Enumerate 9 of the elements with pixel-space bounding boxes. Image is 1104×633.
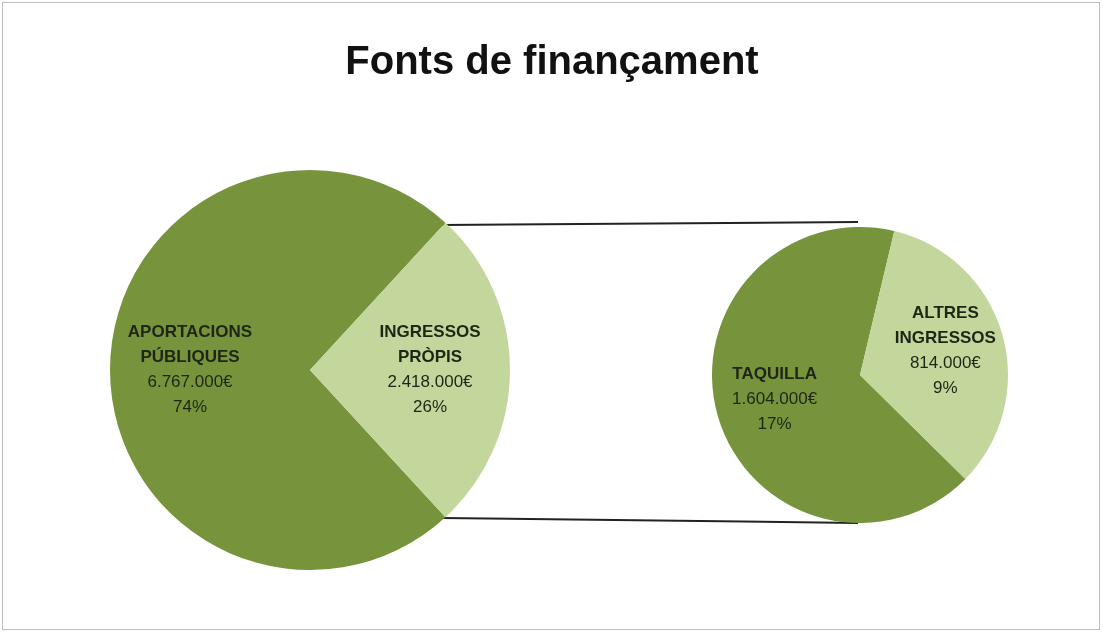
slice-label: TAQUILLA <box>732 364 817 384</box>
data-label: 814.000€ 9% <box>909 352 982 397</box>
slice-label: APORTACIONS PÚBLIQUES <box>127 322 253 367</box>
slice-label: INGRESSOS PRÒPIS <box>379 322 481 367</box>
chart-title: Fonts de finançament <box>344 38 760 83</box>
slice-label: ALTRES INGRESSOS <box>894 302 996 347</box>
data-label: 1.604.000€ 17% <box>732 389 818 434</box>
data-label: 2.418.000€ 26% <box>387 372 474 417</box>
data-label: 6.767.000€ 74% <box>147 372 234 417</box>
